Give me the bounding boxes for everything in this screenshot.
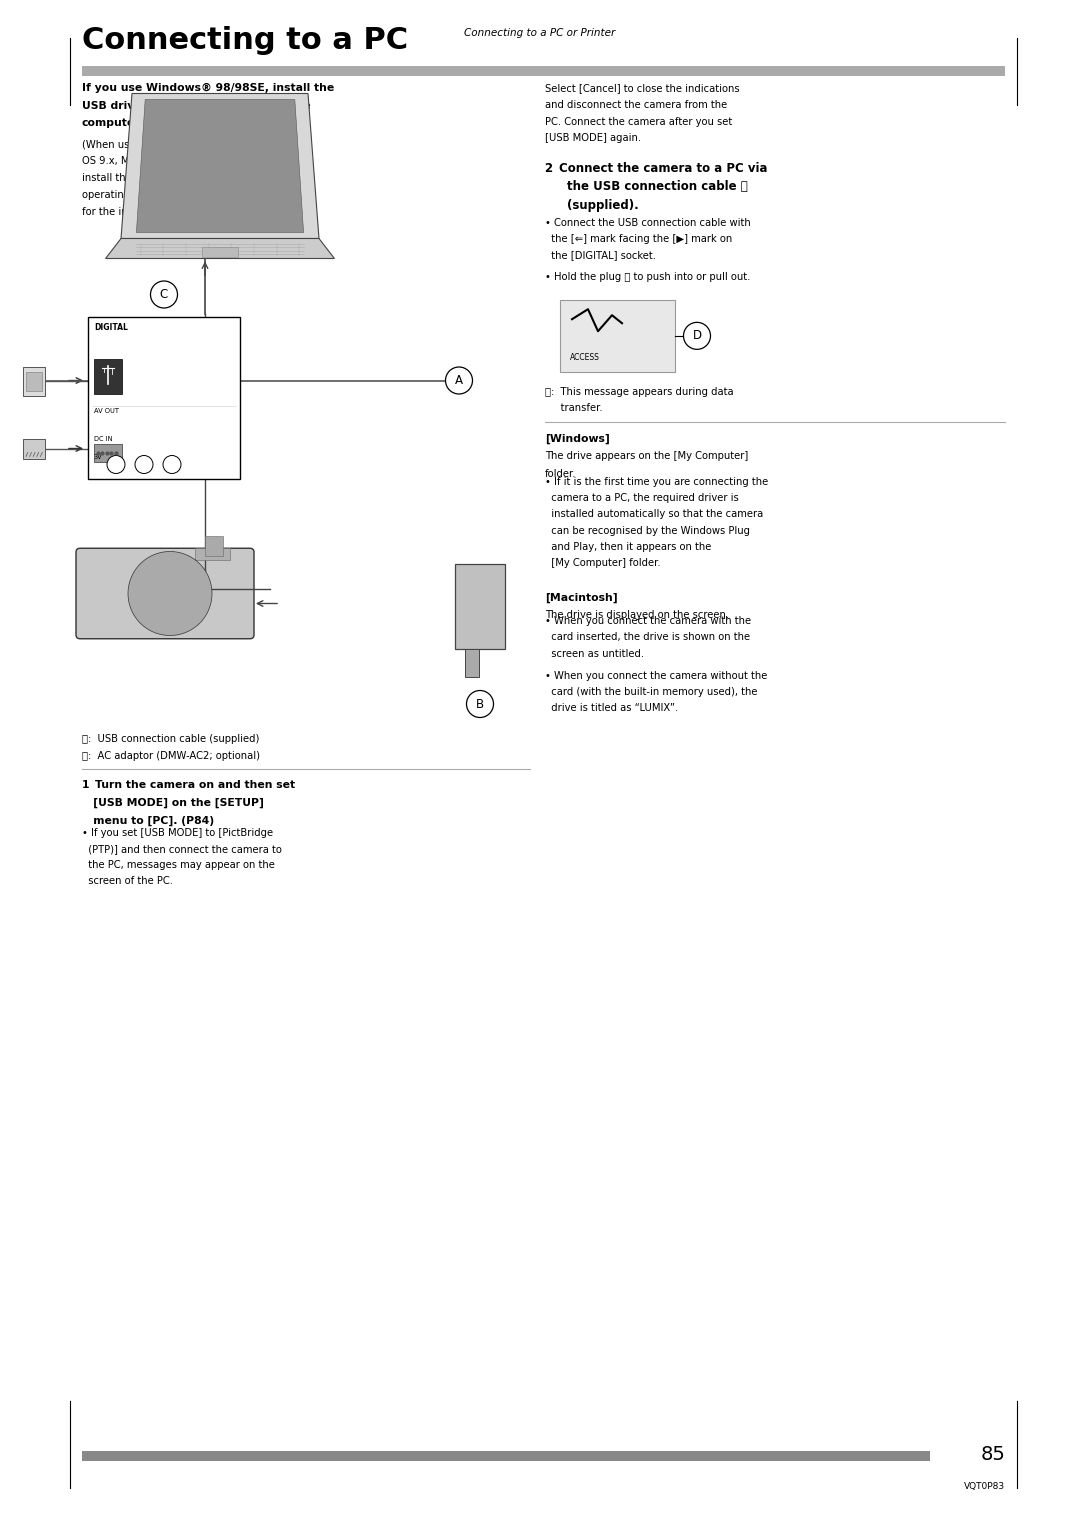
Text: [Windows]: [Windows]	[545, 433, 610, 444]
Text: operating instructions about PC connection: operating instructions about PC connecti…	[82, 189, 298, 200]
Text: (PTP)] and then connect the camera to: (PTP)] and then connect the camera to	[82, 844, 282, 853]
Bar	[465, 649, 480, 678]
Bar	[94, 359, 122, 394]
Polygon shape	[136, 99, 303, 232]
Text: DC IN: DC IN	[94, 435, 112, 441]
Circle shape	[163, 455, 181, 473]
Bar	[87, 316, 240, 479]
Text: C: C	[160, 288, 168, 301]
Text: folder.: folder.	[545, 468, 577, 479]
Text: [My Computer] folder.: [My Computer] folder.	[545, 559, 661, 568]
Text: VQT0P83: VQT0P83	[963, 1482, 1005, 1491]
Text: • Connect the USB connection cable with: • Connect the USB connection cable with	[545, 218, 751, 227]
Text: 2 Connect the camera to a PC via: 2 Connect the camera to a PC via	[545, 162, 768, 175]
Circle shape	[138, 562, 202, 626]
Circle shape	[129, 551, 212, 635]
Text: ⓓ:  This message appears during data: ⓓ: This message appears during data	[545, 388, 733, 397]
Text: and Play, then it appears on the: and Play, then it appears on the	[545, 542, 712, 552]
Circle shape	[150, 281, 177, 308]
Bar	[205, 536, 222, 555]
Text: USB driver and then connect it to the: USB driver and then connect it to the	[82, 101, 311, 110]
Text: • If it is the first time you are connecting the: • If it is the first time you are connec…	[545, 476, 768, 487]
Text: ACCESS: ACCESS	[570, 353, 599, 362]
Text: computer.: computer.	[82, 118, 144, 128]
Text: card (with the built-in memory used), the: card (with the built-in memory used), th…	[545, 687, 757, 697]
Text: and disconnect the camera from the: and disconnect the camera from the	[545, 99, 727, 110]
Text: the [⇐] mark facing the [▶] mark on: the [⇐] mark facing the [▶] mark on	[545, 233, 732, 244]
Polygon shape	[106, 238, 335, 258]
Text: • Hold the plug Ⓒ to push into or pull out.: • Hold the plug Ⓒ to push into or pull o…	[545, 272, 751, 282]
Bar	[561, 299, 675, 372]
Text: • When you connect the camera without the: • When you connect the camera without th…	[545, 671, 768, 681]
Text: menu to [PC]. (P84): menu to [PC]. (P84)	[82, 815, 214, 826]
Bar	[202, 247, 238, 256]
Text: The drive appears on the [My Computer]: The drive appears on the [My Computer]	[545, 452, 748, 461]
Text: • If you set [USB MODE] to [PictBridge: • If you set [USB MODE] to [PictBridge	[82, 827, 273, 838]
Text: 3V: 3V	[94, 453, 103, 459]
Text: drive is titled as “LUMIX”.: drive is titled as “LUMIX”.	[545, 703, 678, 713]
Text: (When using Windows Me/2000/XP, Mac: (When using Windows Me/2000/XP, Mac	[82, 139, 282, 150]
Text: screen as untitled.: screen as untitled.	[545, 649, 644, 659]
Text: Ⓑ:  AC adaptor (DMW-AC2; optional): Ⓑ: AC adaptor (DMW-AC2; optional)	[82, 751, 260, 761]
Circle shape	[107, 455, 125, 473]
Text: the [DIGITAL] socket.: the [DIGITAL] socket.	[545, 250, 656, 261]
Text: [USB MODE] on the [SETUP]: [USB MODE] on the [SETUP]	[82, 798, 264, 809]
Text: the PC, messages may appear on the: the PC, messages may appear on the	[82, 861, 275, 870]
Bar	[26, 371, 42, 391]
Bar	[94, 444, 122, 461]
Text: Select [Cancel] to close the indications: Select [Cancel] to close the indications	[545, 82, 740, 93]
Text: DIGITAL: DIGITAL	[94, 322, 127, 331]
Text: [USB MODE] again.: [USB MODE] again.	[545, 133, 642, 143]
Text: B: B	[476, 697, 484, 711]
Text: for the installation of the USB driver.): for the installation of the USB driver.)	[82, 206, 269, 217]
Text: [Macintosh]: [Macintosh]	[545, 592, 618, 603]
Text: install the USB driver. Refer to the separate: install the USB driver. Refer to the sep…	[82, 172, 299, 183]
Circle shape	[135, 455, 153, 473]
Text: can be recognised by the Windows Plug: can be recognised by the Windows Plug	[545, 525, 750, 536]
Circle shape	[684, 322, 711, 349]
Bar	[455, 565, 505, 649]
Text: Connecting to a PC or Printer: Connecting to a PC or Printer	[464, 27, 616, 38]
Text: screen of the PC.: screen of the PC.	[82, 876, 173, 887]
Text: PC. Connect the camera after you set: PC. Connect the camera after you set	[545, 116, 732, 127]
Bar	[82, 66, 1005, 76]
FancyBboxPatch shape	[76, 548, 254, 639]
Text: D: D	[692, 330, 702, 342]
Text: card inserted, the drive is shown on the: card inserted, the drive is shown on the	[545, 632, 751, 642]
Text: 1 Turn the camera on and then set: 1 Turn the camera on and then set	[82, 780, 295, 790]
Text: AV OUT: AV OUT	[94, 407, 119, 414]
Text: • When you connect the camera with the: • When you connect the camera with the	[545, 617, 751, 626]
Text: A: A	[455, 374, 463, 388]
Bar	[195, 548, 230, 560]
Circle shape	[446, 366, 473, 394]
Text: installed automatically so that the camera: installed automatically so that the came…	[545, 510, 764, 519]
Text: Ⓐ:  USB connection cable (supplied): Ⓐ: USB connection cable (supplied)	[82, 734, 259, 743]
Circle shape	[162, 586, 178, 601]
Text: transfer.: transfer.	[545, 403, 603, 414]
Text: camera to a PC, the required driver is: camera to a PC, the required driver is	[545, 493, 739, 504]
Circle shape	[152, 575, 188, 612]
Text: the USB connection cable Ⓐ: the USB connection cable Ⓐ	[567, 180, 747, 194]
Text: 85: 85	[981, 1445, 1005, 1463]
Text: (supplied).: (supplied).	[567, 198, 638, 212]
Bar	[23, 366, 45, 395]
Bar	[82, 1451, 930, 1460]
Bar	[23, 438, 45, 458]
Text: If you use Windows® 98/98SE, install the: If you use Windows® 98/98SE, install the	[82, 82, 334, 93]
Text: The drive is displayed on the screen.: The drive is displayed on the screen.	[545, 610, 729, 620]
Circle shape	[467, 690, 494, 717]
Polygon shape	[121, 93, 319, 238]
Text: OS 9.x, Mac OS X, you do not have to: OS 9.x, Mac OS X, you do not have to	[82, 156, 268, 166]
Text: Connecting to a PC: Connecting to a PC	[82, 26, 408, 55]
